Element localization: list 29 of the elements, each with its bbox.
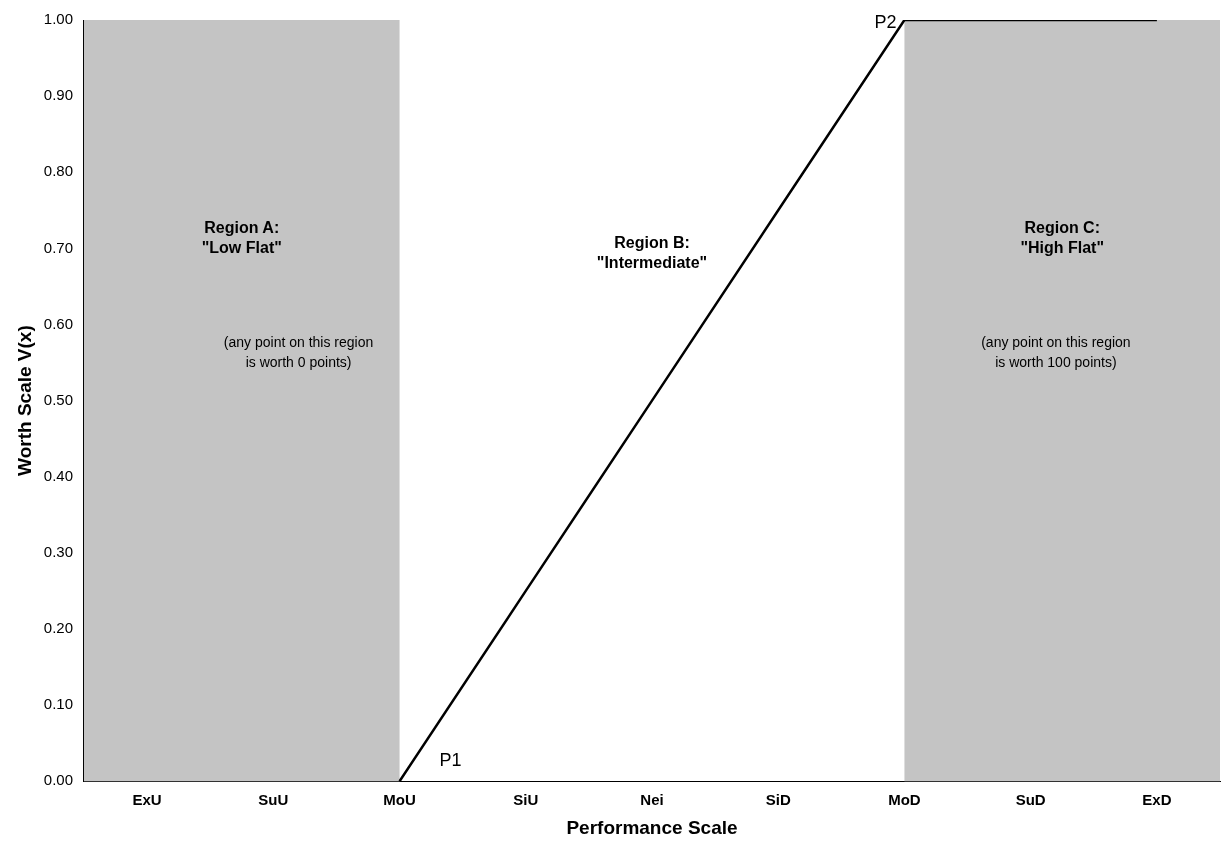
y-tick-label: 1.00 [43,10,73,28]
x-tick-label: SuD [1015,791,1046,809]
y-tick-label: 0.40 [43,466,73,484]
x-tick-label: ExU [132,791,162,809]
annotation: (any point on this region is worth 0 points) [223,334,374,371]
y-tick-label: 0.80 [43,162,73,180]
y-tick-label: 0.20 [43,619,73,637]
x-tick-label: MoD [888,791,921,809]
y-tick-label: 0.90 [43,86,73,104]
y-tick-label: 0.60 [43,314,73,332]
x-tick-label: SiD [765,791,791,809]
annotation: (any point on this region is worth 100 points) [981,334,1131,371]
y-axis-title: Worth Scale V(x) [13,325,35,476]
x-tick-label: Nei [640,791,664,809]
annotation: P2 [874,12,897,32]
band-label: Region A: "Low Flat" [201,219,282,257]
y-tick-label: 0.30 [43,542,73,560]
y-tick-label: 0.00 [43,771,73,789]
x-tick-label: ExD [1142,791,1172,809]
band-label: Region C: "High Flat" [1020,219,1105,257]
y-tick-label: 0.50 [43,390,73,408]
x-tick-label: SiU [513,791,539,809]
annotation: P1 [439,749,462,770]
annotation: Region B: "Intermediate" [596,234,708,272]
x-axis-title: Performance Scale [566,816,738,838]
x-tick-label: SuU [258,791,289,809]
x-tick-label: MoU [383,791,416,809]
y-tick-label: 0.10 [43,695,73,713]
y-tick-label: 0.70 [43,238,73,256]
